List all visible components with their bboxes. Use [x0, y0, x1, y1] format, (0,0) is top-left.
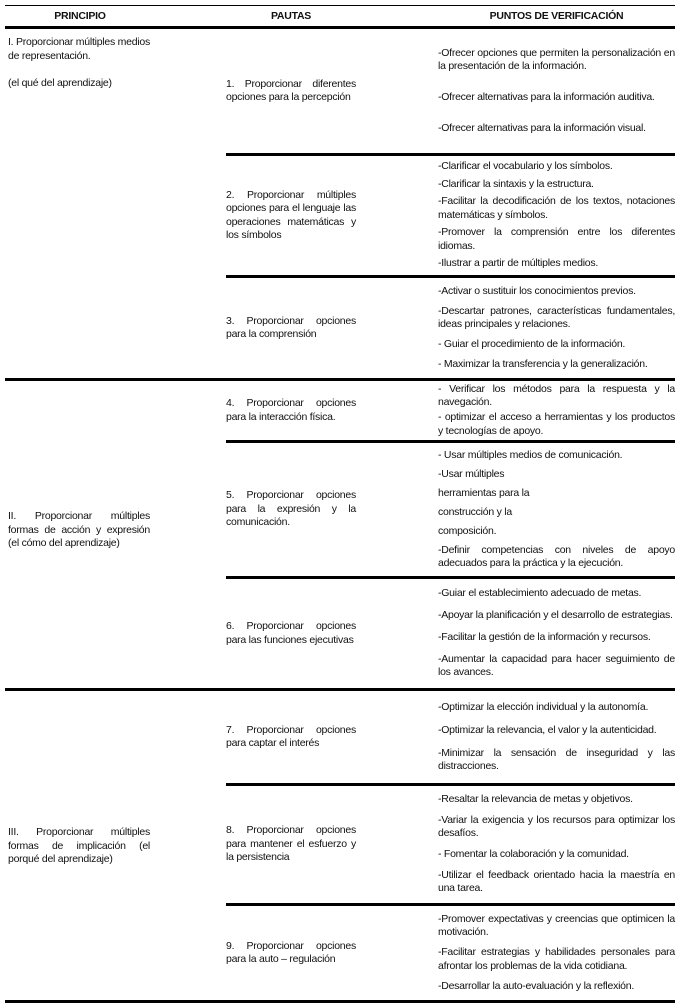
pauta-cell: 1. Proporcionar diferentes opciones para…	[226, 29, 356, 153]
verification-list: -Ofrecer opciones que permiten la person…	[438, 29, 675, 153]
pauta-cell: 2. Proporcionar múltiples opciones para …	[226, 156, 356, 275]
verification-item: -Optimizar la relevancia, el valor y la …	[438, 723, 657, 736]
verification-item: - optimizar el acceso a herramientas y l…	[438, 411, 675, 437]
header-rule	[5, 26, 675, 29]
principle-1: I. Proporcionar múltiples medios de repr…	[8, 36, 150, 105]
pauta-cell: 3. Proporcionar opciones para la compren…	[226, 278, 356, 378]
pauta-cell: 9. Proporcionar opciones para la auto – …	[226, 906, 356, 1000]
pauta-cell: 5. Proporcionar opciones para la expresi…	[226, 443, 356, 576]
header-pautas: PAUTAS	[270, 10, 312, 22]
verification-item: construcción y la	[438, 505, 512, 518]
header-puntos: PUNTOS DE VERIFICACIÓN	[489, 10, 624, 22]
verification-list: -Activar o sustituir los conocimientos p…	[438, 278, 675, 378]
pauta-text: 3. Proporcionar opciones para la compren…	[226, 314, 356, 341]
verification-item: -Facilitar la decodificación de los text…	[438, 195, 675, 221]
principle-rule	[5, 688, 675, 691]
verification-item: -Resaltar la relevancia de metas y objet…	[438, 793, 633, 806]
verification-item: -Optimizar la elección individual y la a…	[438, 700, 649, 713]
pauta-text: 5. Proporcionar opciones para la expresi…	[226, 489, 356, 529]
principle-3-title: III. Proporcionar múltiples formas de im…	[8, 826, 150, 865]
verification-item: -Ofrecer alternativas para la informació…	[438, 91, 655, 103]
pauta-cell: 4. Proporcionar opciones para la interac…	[226, 381, 356, 440]
verification-item: - Usar múltiples medios de comunicación.	[438, 448, 623, 461]
header-principio: PRINCIPIO	[54, 10, 106, 22]
verification-item: -Clarificar el vocabulario y los símbolo…	[438, 160, 613, 173]
section-rule	[226, 153, 675, 156]
principle-2-title: II. Proporcionar múltiples formas de acc…	[8, 510, 150, 549]
section-rule	[226, 783, 675, 786]
pauta-text: 9. Proporcionar opciones para la auto – …	[226, 939, 356, 966]
verification-item: -Ilustrar a partir de múltiples medios.	[438, 257, 599, 270]
table-row: 9. Proporcionar opciones para la auto – …	[226, 906, 675, 1000]
verification-list: -Optimizar la elección individual y la a…	[438, 691, 675, 783]
verification-item: -Ofrecer alternativas para la informació…	[438, 122, 646, 134]
verification-list: -Promover expectativas y creencias que o…	[438, 906, 675, 1000]
table-row: 8. Proporcionar opciones para mantener e…	[226, 786, 675, 903]
verification-item: -Clarificar la sintaxis y la estructura.	[438, 177, 594, 190]
pauta-text: 4. Proporcionar opciones para la interac…	[226, 397, 356, 423]
pauta-text: 2. Proporcionar múltiples opciones para …	[226, 188, 356, 242]
verification-item: -Usar múltiples	[438, 467, 505, 480]
table-row: 6. Proporcionar opciones para las funcio…	[226, 579, 675, 688]
pauta-text: 7. Proporcionar opciones para captar el …	[226, 723, 356, 750]
verification-item: - Guiar el procedimiento de la informaci…	[438, 338, 626, 350]
verification-item: -Aumentar la capacidad para hacer seguim…	[438, 652, 675, 679]
verification-item: -Desarrollar la auto-evaluación y la ref…	[438, 979, 635, 992]
table-row: 1. Proporcionar diferentes opciones para…	[226, 29, 675, 153]
verification-item: -Minimizar la sensación de inseguridad y…	[438, 746, 675, 773]
verification-item: -Guiar el establecimiento adecuado de me…	[438, 587, 642, 600]
verification-item: -Promover la comprensión entre los difer…	[438, 226, 675, 252]
table-row: 2. Proporcionar múltiples opciones para …	[226, 156, 675, 275]
verification-item: -Variar la exigencia y los recursos para…	[438, 813, 675, 840]
verification-list: -Guiar el establecimiento adecuado de me…	[438, 579, 675, 688]
verification-list: - Usar múltiples medios de comunicación.…	[438, 443, 675, 576]
verification-item: herramientas para la	[438, 486, 530, 499]
section-rule	[226, 903, 675, 906]
verification-item: -Descartar patrones, características fun…	[438, 304, 675, 331]
pauta-text: 8. Proporcionar opciones para mantener e…	[226, 824, 356, 864]
principle-1-title: I. Proporcionar múltiples medios de repr…	[8, 36, 150, 62]
verification-item: - Fomentar la colaboración y la comunida…	[438, 848, 629, 861]
pauta-text: 1. Proporcionar diferentes opciones para…	[226, 77, 356, 104]
table-bottom-rule	[5, 1000, 675, 1003]
table-top-rule	[5, 5, 675, 6]
principle-3: III. Proporcionar múltiples formas de im…	[8, 826, 150, 881]
verification-item: -Promover expectativas y creencias que o…	[438, 912, 675, 939]
table-row: 7. Proporcionar opciones para captar el …	[226, 691, 675, 783]
pauta-cell: 8. Proporcionar opciones para mantener e…	[226, 786, 356, 903]
verification-list: -Clarificar el vocabulario y los símbolo…	[438, 156, 675, 275]
verification-item: -Definir competencias con niveles de apo…	[438, 543, 675, 570]
verification-item: -Activar o sustituir los conocimientos p…	[438, 284, 636, 297]
table-row: 3. Proporcionar opciones para la compren…	[226, 278, 675, 378]
verification-list: - Verificar los métodos para la respuest…	[438, 381, 675, 440]
principle-rule	[5, 378, 675, 381]
section-rule	[226, 440, 675, 443]
table-row: 5. Proporcionar opciones para la expresi…	[226, 443, 675, 576]
principle-1-subtitle: (el qué del aprendizaje)	[8, 77, 112, 89]
verification-item: composición.	[438, 524, 497, 537]
verification-item: -Apoyar la planificación y el desarrollo…	[438, 609, 673, 622]
table-row: 4. Proporcionar opciones para la interac…	[226, 381, 675, 440]
pauta-cell: 6. Proporcionar opciones para las funcio…	[226, 579, 356, 688]
verification-item: -Facilitar la gestión de la información …	[438, 630, 651, 643]
verification-item: - Maximizar la transferencia y la genera…	[438, 358, 648, 370]
section-rule	[226, 576, 675, 579]
verification-item: -Facilitar estrategias y habilidades per…	[438, 946, 675, 972]
pauta-cell: 7. Proporcionar opciones para captar el …	[226, 691, 356, 783]
verification-item: -Ofrecer opciones que permiten la person…	[438, 46, 675, 73]
verification-list: -Resaltar la relevancia de metas y objet…	[438, 786, 675, 903]
verification-item: -Utilizar el feedback orientado hacia la…	[438, 868, 675, 895]
principle-2: II. Proporcionar múltiples formas de acc…	[8, 510, 150, 565]
pauta-text: 6. Proporcionar opciones para las funcio…	[226, 620, 356, 646]
verification-item: - Verificar los métodos para la respuest…	[438, 382, 675, 409]
section-rule	[226, 275, 675, 278]
